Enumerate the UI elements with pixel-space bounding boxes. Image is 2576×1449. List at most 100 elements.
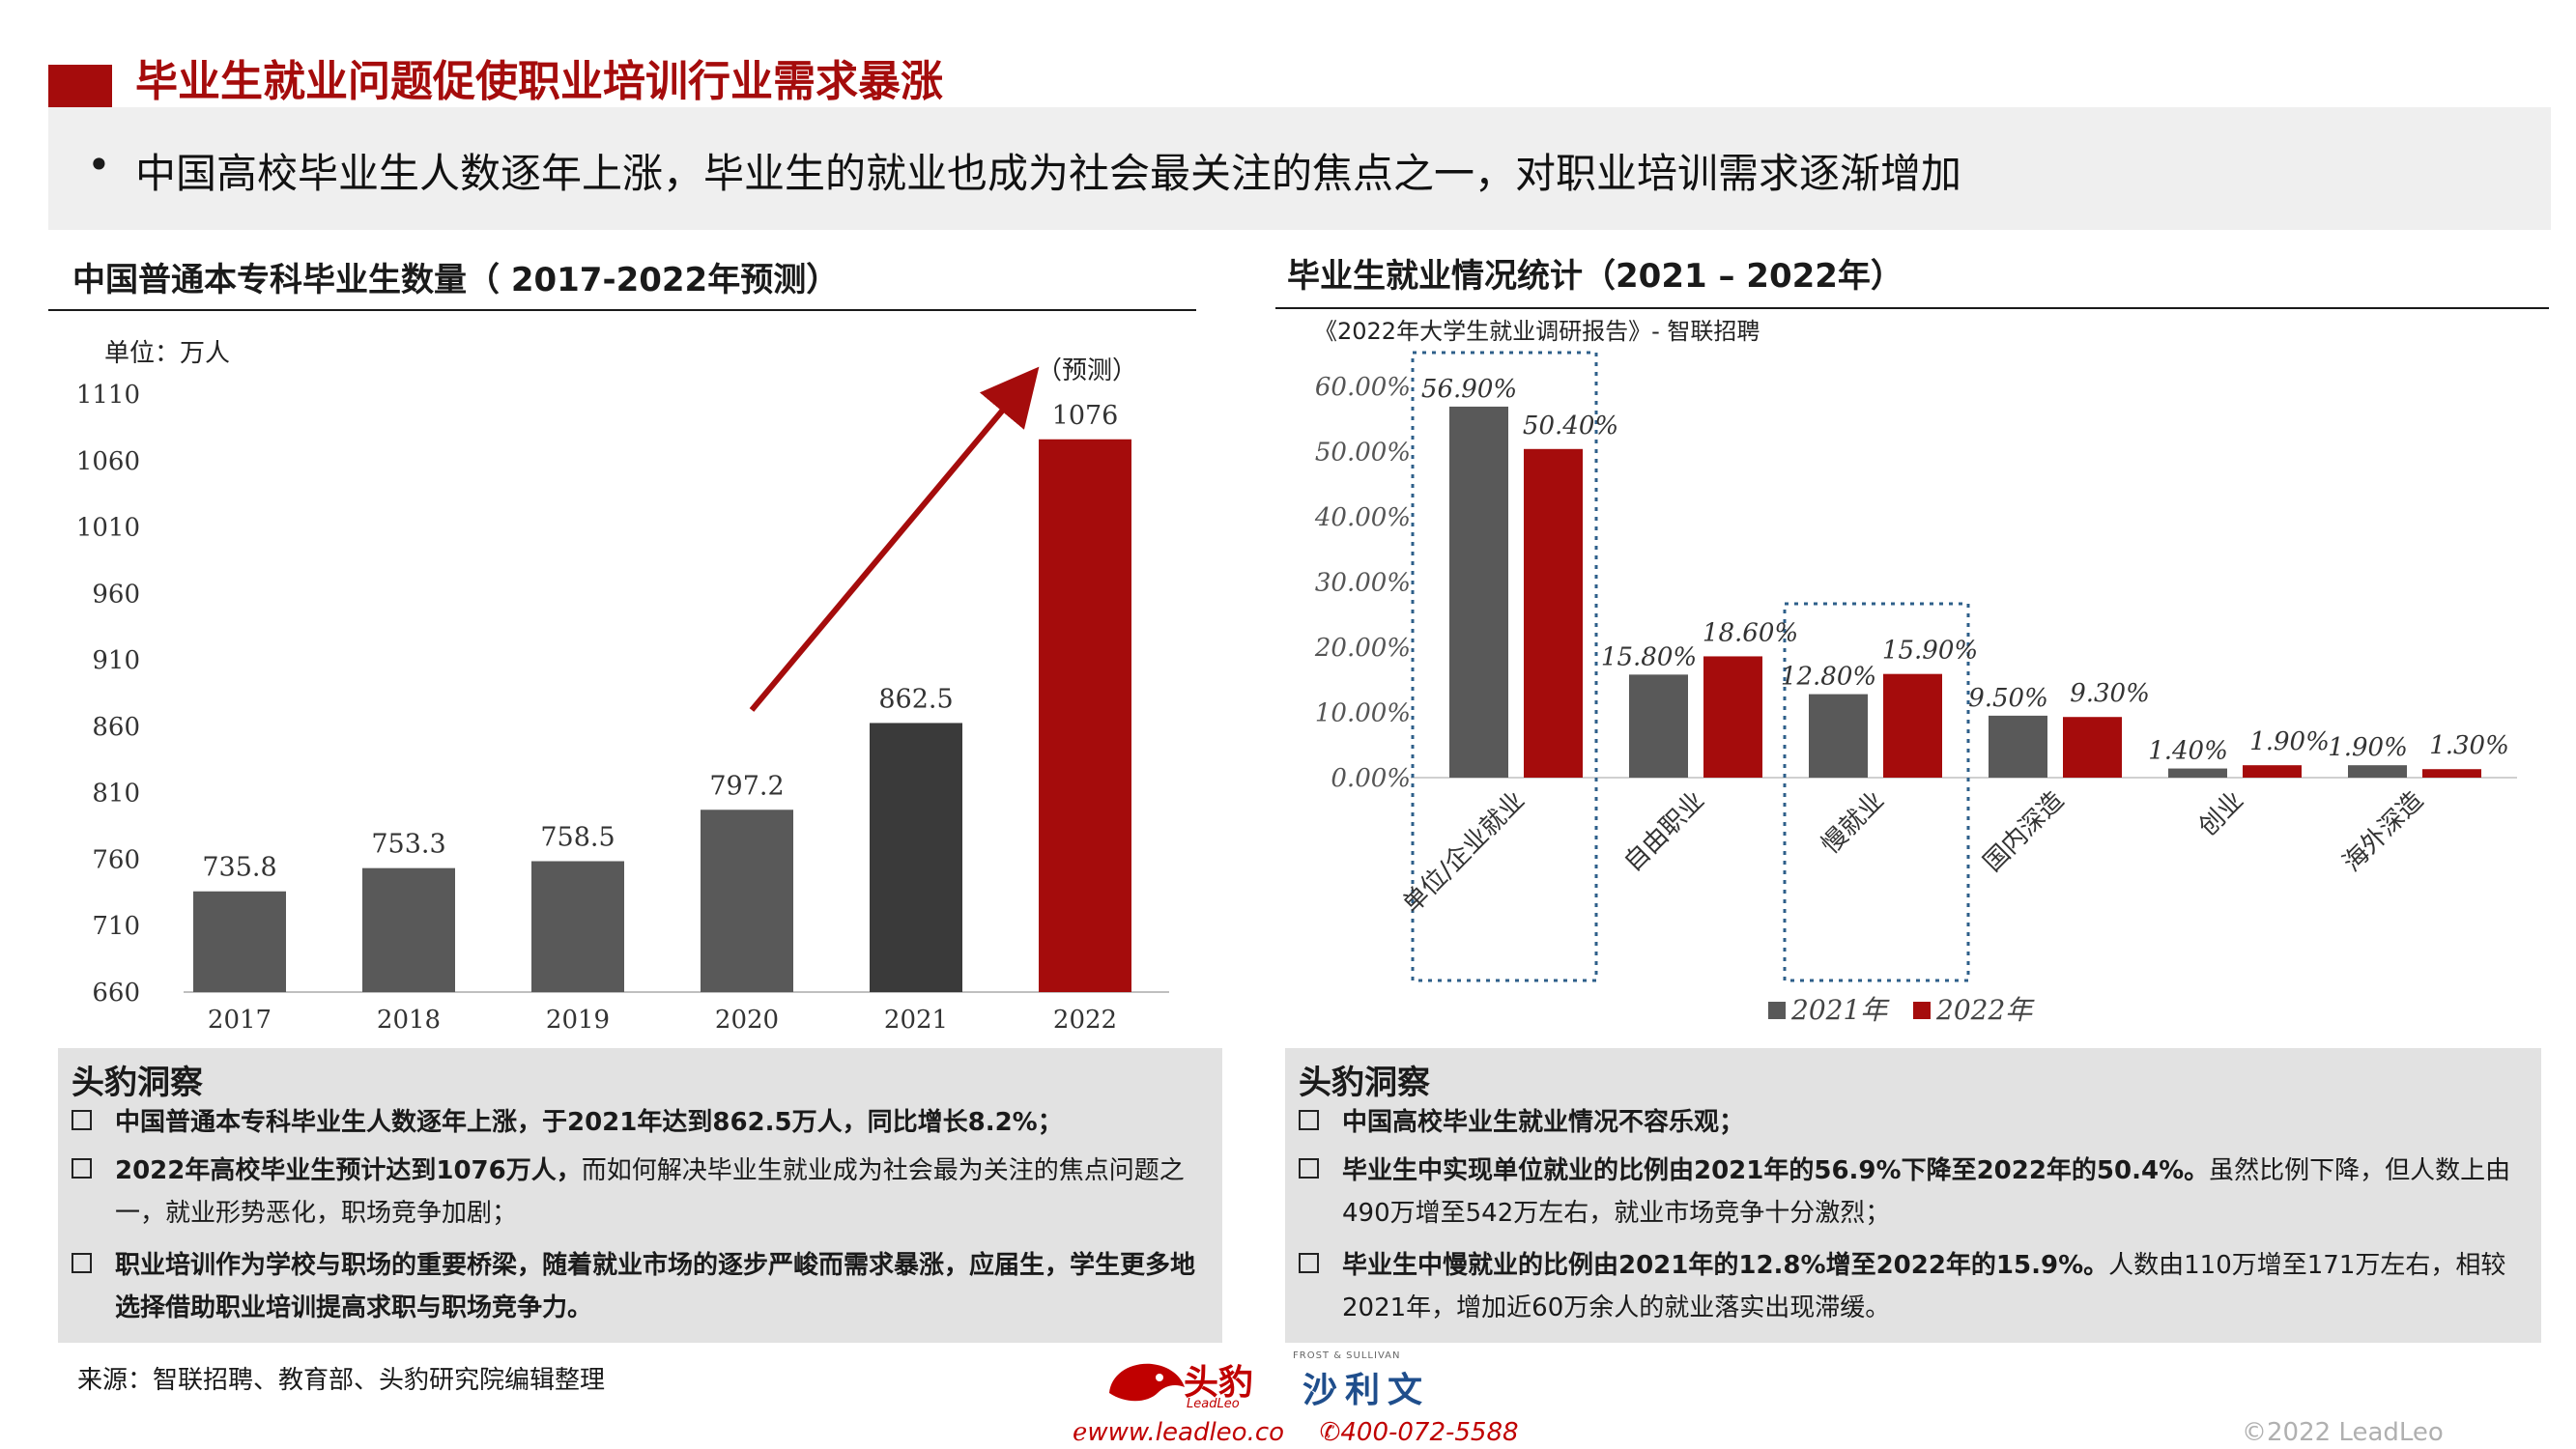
bar-value-label: 862.5 xyxy=(878,684,953,714)
x-tick-label: 2019 xyxy=(546,1006,610,1035)
legend-swatch xyxy=(1913,1002,1931,1019)
bar-value-label: 1.40% xyxy=(2148,737,2228,766)
bar-value-label: 9.50% xyxy=(1968,684,2048,713)
x-tick-label: 慢就业 xyxy=(1817,786,1890,860)
bar-value-label: 18.60% xyxy=(1703,618,1798,647)
insight-item: 中国高校毕业生就业情况不容乐观； xyxy=(1299,1101,2516,1144)
bar-2022年-国内深造 xyxy=(2063,717,2122,778)
checkbox-icon xyxy=(72,1110,92,1130)
bar-2022年-创业 xyxy=(2243,765,2302,778)
legend-swatch xyxy=(1768,1002,1786,1019)
insight-heading: 头豹洞察 xyxy=(1299,1064,1430,1102)
checkbox-icon xyxy=(72,1253,92,1273)
insight-rest: 虽然比例下降，但人数上由490万增至542万左右，就业市场竞争十分激烈； xyxy=(1342,1156,2511,1228)
insight-bold: 职业培训作为学校与职场的重要桥梁，随着就业市场的逐步严峻而需求暴涨，应届生，学生… xyxy=(115,1251,1196,1322)
checkbox-icon xyxy=(1299,1158,1319,1179)
y-tick-label: 810 xyxy=(92,780,140,809)
bar-value-label: 15.90% xyxy=(1882,637,1978,666)
phone-icon: ✆ xyxy=(1319,1418,1341,1447)
insight-item: 毕业生中慢就业的比例由2021年的12.8%增至2022年的15.9%。人数由1… xyxy=(1299,1244,2516,1322)
y-tick-label: 760 xyxy=(92,845,140,874)
legend-label: 2021年 xyxy=(1790,994,1890,1026)
bar-2019 xyxy=(531,861,624,992)
x-tick-label: 2020 xyxy=(715,1006,779,1035)
leadleo-logo xyxy=(1102,1354,1208,1408)
bar-2022年-海外深造 xyxy=(2422,769,2481,778)
bar-2021年-慢就业 xyxy=(1809,694,1868,778)
insight-item: 毕业生中实现单位就业的比例由2021年的56.9%下降至2022年的50.4%。… xyxy=(1299,1150,2516,1228)
bar-value-label: 56.90% xyxy=(1421,375,1517,404)
checkbox-icon xyxy=(72,1158,92,1179)
bar-2021年-自由职业 xyxy=(1629,674,1688,778)
leadleo-cn: 头豹 xyxy=(1184,1363,1254,1403)
source-text: 来源：智联招聘、教育部、头豹研究院编辑整理 xyxy=(77,1366,606,1395)
left-title-rule xyxy=(48,309,1196,311)
x-tick-label: 自由职业 xyxy=(1618,786,1710,878)
bar-2022 xyxy=(1039,439,1131,992)
summary-text: 中国高校毕业生人数逐年上涨，毕业生的就业也成为社会最关注的焦点之一，对职业培训需… xyxy=(135,150,1962,197)
contact-line: ℯwww.leadleo.co ✆400-072-5588 xyxy=(1073,1418,1519,1447)
y-tick-label: 1110 xyxy=(76,381,140,410)
bar-2021 xyxy=(870,723,962,992)
website-link[interactable]: www.leadleo.co xyxy=(1087,1418,1285,1447)
bar-value-label: 735.8 xyxy=(202,853,276,883)
bar-2021年-单位/企业就业 xyxy=(1449,406,1508,778)
bar-value-label: 753.3 xyxy=(371,830,445,860)
x-tick-label: 国内深造 xyxy=(1978,786,2070,878)
bar-2018 xyxy=(362,867,455,992)
bar-2022年-慢就业 xyxy=(1883,673,1942,778)
x-tick-label: 创业 xyxy=(2193,786,2249,842)
bar-2021年-创业 xyxy=(2168,768,2227,778)
left-chart-title: 中国普通本专科毕业生数量（ 2017-2022年预测） xyxy=(72,261,840,299)
x-tick-label: 海外深造 xyxy=(2337,786,2429,878)
leopard-icon xyxy=(1109,1363,1185,1402)
x-tick-label: 2018 xyxy=(377,1006,441,1035)
copyright: ©2022 LeadLeo xyxy=(2242,1418,2444,1447)
checkbox-icon xyxy=(1299,1253,1319,1273)
trend-arrow xyxy=(749,366,1040,712)
web-icon: ℯ xyxy=(1073,1418,1088,1447)
x-tick-label: 2021 xyxy=(884,1006,948,1035)
insight-rest: 而如何解决毕业生就业成为社会最为关注的焦点问题之一，就业形势恶化，职场竞争加剧； xyxy=(115,1156,1185,1228)
checkbox-icon xyxy=(1299,1110,1319,1130)
x-tick-label: 单位/企业就业 xyxy=(1397,786,1531,920)
phone-number: 400-072-5588 xyxy=(1340,1418,1519,1447)
insight-bold: 毕业生中实现单位就业的比例由2021年的56.9%下降至2022年的50.4%。 xyxy=(1342,1156,2210,1185)
insight-item: 2022年高校毕业生预计达到1076万人，而如何解决毕业生就业成为社会最为关注的… xyxy=(72,1150,1197,1228)
x-tick-label: 2022 xyxy=(1053,1006,1117,1035)
insight-item: 中国普通本专科毕业生人数逐年上涨，于2021年达到862.5万人，同比增长8.2… xyxy=(72,1101,1197,1144)
y-tick-label: 0.00% xyxy=(1331,764,1411,793)
frost-sullivan-cn: 沙利文 xyxy=(1302,1371,1431,1410)
x-tick-label: 2017 xyxy=(208,1006,272,1035)
y-tick-label: 860 xyxy=(92,713,140,742)
bar-value-label: 1076 xyxy=(1052,401,1119,431)
y-tick-label: 20.00% xyxy=(1314,634,1411,663)
y-tick-label: 1010 xyxy=(76,514,140,543)
right-chart-title: 毕业生就业情况统计（2021 – 2022年） xyxy=(1287,257,1903,296)
legend-label: 2022年 xyxy=(1935,994,2035,1026)
chart-unit-label: 单位：万人 xyxy=(104,339,230,368)
frost-sullivan-small: FROST & SULLIVAN xyxy=(1293,1350,1401,1361)
right-insight-panel: 头豹洞察 中国高校毕业生就业情况不容乐观； 毕业生中实现单位就业的比例由2021… xyxy=(1285,1048,2541,1343)
bar-value-label: 12.80% xyxy=(1781,663,1876,692)
bar-2021年-海外深造 xyxy=(2348,765,2407,778)
right-title-rule xyxy=(1275,307,2549,309)
source-note: 《2022年大学生就业调研报告》- 智联招聘 xyxy=(1314,318,1760,345)
y-tick-label: 30.00% xyxy=(1315,569,1411,598)
insight-rest: 人数由110万增至171万左右，相较2021年，增加近60万余人的就业落实出现滞… xyxy=(1342,1251,2506,1322)
insight-bold: 毕业生中慢就业的比例由2021年的12.8%增至2022年的15.9%。 xyxy=(1342,1251,2109,1280)
insight-bold: 中国高校毕业生就业情况不容乐观； xyxy=(1342,1108,1745,1137)
bar-value-label: 758.5 xyxy=(540,823,615,853)
bar-value-label: 9.30% xyxy=(2070,679,2150,708)
leadleo-en: LeadLeo xyxy=(1187,1397,1240,1411)
bar-value-label: 797.2 xyxy=(709,771,784,801)
y-tick-label: 960 xyxy=(92,580,140,609)
bar-2017 xyxy=(193,891,286,992)
bar-2020 xyxy=(701,810,793,992)
graduates-bar-chart: 单位：万人 660710760810860910960101010601110 … xyxy=(76,339,1169,1035)
bar-value-label: 15.80% xyxy=(1601,642,1697,671)
y-tick-label: 910 xyxy=(92,646,140,675)
insight-heading: 头豹洞察 xyxy=(72,1064,203,1102)
employment-bar-chart: 《2022年大学生就业调研报告》- 智联招聘 0.00% 10.00% 20.00%… xyxy=(1314,318,2517,1026)
bar-2022年-自由职业 xyxy=(1703,656,1762,778)
